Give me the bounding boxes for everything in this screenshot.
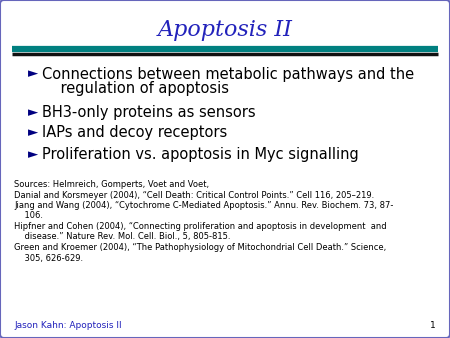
Text: Apoptosis II: Apoptosis II [158,19,292,41]
Text: Jiang and Wang (2004), “Cytochrome C-Mediated Apoptosis.” Annu. Rev. Biochem. 73: Jiang and Wang (2004), “Cytochrome C-Med… [14,201,393,210]
Text: 1: 1 [430,321,436,330]
Text: IAPs and decoy receptors: IAPs and decoy receptors [42,125,227,141]
Text: Hipfner and Cohen (2004), “Connecting proliferation and apoptosis in development: Hipfner and Cohen (2004), “Connecting pr… [14,222,387,231]
Text: ►: ► [28,126,38,140]
Text: ►: ► [28,148,38,162]
Text: Jason Kahn: Apoptosis II: Jason Kahn: Apoptosis II [14,321,122,330]
Text: BH3-only proteins as sensors: BH3-only proteins as sensors [42,105,256,121]
Text: 305, 626-629.: 305, 626-629. [14,254,83,263]
Text: Green and Kroemer (2004), “The Pathophysiology of Mitochondrial Cell Death.” Sci: Green and Kroemer (2004), “The Pathophys… [14,243,386,252]
Text: ►: ► [28,68,38,80]
Text: regulation of apoptosis: regulation of apoptosis [42,81,229,97]
Text: Sources: Helmreich, Gomperts, Voet and Voet,: Sources: Helmreich, Gomperts, Voet and V… [14,180,209,189]
Text: Connections between metabolic pathways and the: Connections between metabolic pathways a… [42,67,414,81]
Text: ►: ► [28,106,38,120]
Text: Proliferation vs. apoptosis in Myc signalling: Proliferation vs. apoptosis in Myc signa… [42,147,359,163]
Text: disease.” Nature Rev. Mol. Cell. Biol., 5, 805-815.: disease.” Nature Rev. Mol. Cell. Biol., … [14,233,230,241]
Text: 106.: 106. [14,212,43,220]
Text: Danial and Korsmeyer (2004), “Cell Death: Critical Control Points.” Cell 116, 20: Danial and Korsmeyer (2004), “Cell Death… [14,191,374,199]
